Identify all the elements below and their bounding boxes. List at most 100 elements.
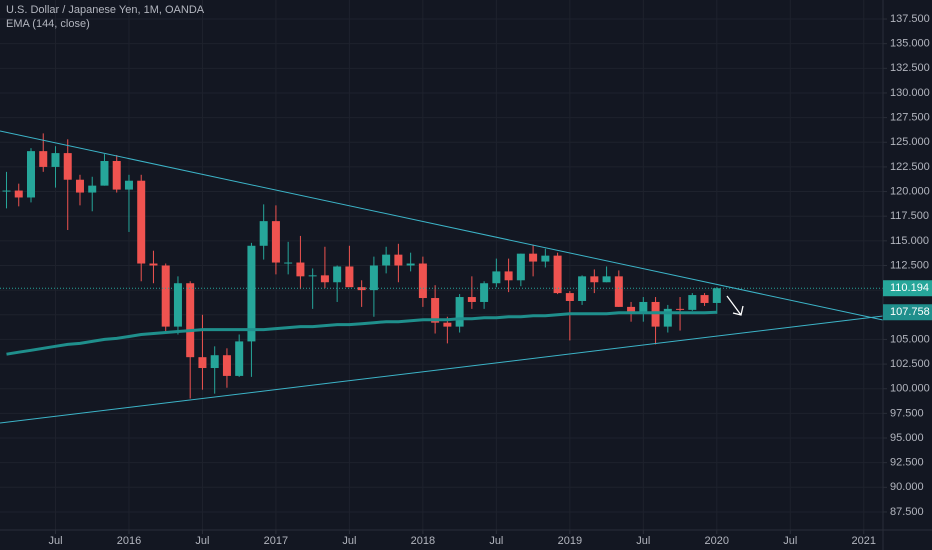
y-tick-label: 95.000 bbox=[890, 432, 924, 444]
candle-body bbox=[247, 245, 256, 342]
candle-body bbox=[553, 255, 562, 294]
candle-body bbox=[369, 265, 378, 291]
candle-body bbox=[14, 190, 23, 198]
candle-body bbox=[406, 263, 415, 266]
candle-body bbox=[284, 262, 293, 264]
y-tick-label: 135.000 bbox=[890, 38, 930, 50]
candle-body bbox=[345, 266, 354, 288]
candle-body bbox=[382, 254, 391, 266]
candle-body bbox=[39, 151, 48, 167]
x-tick-label: 2017 bbox=[264, 535, 288, 547]
legend-entry: EMA (144, close) bbox=[6, 18, 90, 30]
candle-body bbox=[516, 253, 525, 281]
axes: 87.500 90.000 92.500 95.000 97.500 100.000 102… bbox=[48, 13, 932, 547]
candle-body bbox=[676, 308, 685, 310]
candle-body bbox=[210, 355, 219, 369]
candle-body bbox=[100, 160, 109, 186]
trend-line-upper bbox=[0, 130, 884, 321]
candle-body bbox=[222, 355, 231, 376]
x-tick-label: Jul bbox=[48, 535, 62, 547]
last-price-label: 110.194 bbox=[890, 282, 929, 294]
y-tick-label: 125.000 bbox=[890, 136, 930, 148]
candle-body bbox=[63, 153, 72, 180]
x-tick-label: 2016 bbox=[117, 535, 141, 547]
candle-body bbox=[137, 180, 146, 264]
y-tick-label: 112.500 bbox=[890, 259, 929, 271]
candle-body bbox=[614, 276, 623, 307]
candle-body bbox=[333, 266, 342, 283]
candle-body bbox=[663, 308, 672, 327]
candle-body bbox=[2, 190, 11, 192]
candle-body bbox=[602, 276, 611, 283]
y-tick-label: 100.000 bbox=[890, 383, 930, 395]
x-tick-label: 2020 bbox=[705, 535, 729, 547]
candle-body bbox=[455, 297, 464, 327]
ema-price-tag bbox=[883, 304, 932, 321]
marks bbox=[0, 133, 883, 399]
trend-line-lower bbox=[0, 315, 884, 424]
candle-body bbox=[51, 153, 60, 167]
y-tick-label: 117.500 bbox=[890, 210, 929, 222]
arrow bbox=[726, 295, 744, 316]
candle-body bbox=[149, 263, 158, 266]
candle-body bbox=[296, 262, 305, 277]
candle-body bbox=[565, 293, 574, 301]
candle-body bbox=[320, 275, 329, 283]
last-price-tag bbox=[883, 280, 932, 297]
x-tick-label: Jul bbox=[636, 535, 650, 547]
candle-body bbox=[394, 254, 403, 266]
x-tick-label: Jul bbox=[489, 535, 503, 547]
candle-body bbox=[541, 255, 550, 262]
ema-line bbox=[6, 310, 717, 356]
candle-body bbox=[712, 288, 721, 303]
candle-body bbox=[590, 276, 599, 283]
x-tick-label: Jul bbox=[342, 535, 356, 547]
candle-body bbox=[504, 271, 513, 281]
candle-body bbox=[271, 221, 280, 263]
candle-body bbox=[480, 283, 489, 302]
y-tick-label: 92.500 bbox=[890, 457, 924, 469]
y-tick-label: 122.500 bbox=[890, 161, 930, 173]
candle-body bbox=[431, 298, 440, 323]
candle-body bbox=[259, 221, 268, 246]
ema-price-label: 107.758 bbox=[890, 306, 930, 318]
candle-body bbox=[639, 301, 648, 312]
candle-body bbox=[88, 185, 97, 193]
candle-body bbox=[235, 341, 244, 376]
candle-body bbox=[308, 275, 317, 277]
y-tick-label: 105.000 bbox=[890, 333, 930, 345]
y-tick-label: 127.500 bbox=[890, 112, 930, 124]
y-tick-label: 97.500 bbox=[890, 407, 924, 419]
candle-body bbox=[26, 151, 35, 198]
candle-body bbox=[529, 253, 538, 262]
candle-body bbox=[357, 287, 366, 291]
y-tick-label: 87.500 bbox=[890, 506, 924, 518]
y-tick-label: 90.000 bbox=[890, 481, 924, 493]
y-tick-label: 115.000 bbox=[890, 235, 929, 247]
candle-body bbox=[627, 306, 636, 312]
y-tick-label: 132.500 bbox=[890, 62, 930, 74]
candle-body bbox=[124, 180, 133, 190]
y-tick-label: 102.500 bbox=[890, 358, 930, 370]
candle-body bbox=[418, 263, 427, 299]
chart-title: U.S. Dollar / Japanese Yen, 1M, OANDA bbox=[6, 4, 205, 16]
x-tick-label: 2021 bbox=[852, 535, 876, 547]
candle-body bbox=[688, 295, 697, 310]
candle-body bbox=[186, 283, 195, 358]
candle-body bbox=[467, 297, 476, 302]
x-tick-label: 2019 bbox=[558, 535, 582, 547]
y-tick-label: 120.000 bbox=[890, 185, 930, 197]
candle-body bbox=[75, 179, 84, 193]
y-tick-label: 137.500 bbox=[890, 13, 930, 25]
candle-body bbox=[173, 283, 182, 327]
candle-body bbox=[700, 295, 709, 303]
candle-body bbox=[198, 357, 207, 369]
candle-body bbox=[492, 271, 501, 284]
candle-body bbox=[112, 160, 121, 190]
x-tick-label: Jul bbox=[783, 535, 797, 547]
x-tick-label: 2018 bbox=[411, 535, 435, 547]
candle-body bbox=[443, 322, 452, 327]
